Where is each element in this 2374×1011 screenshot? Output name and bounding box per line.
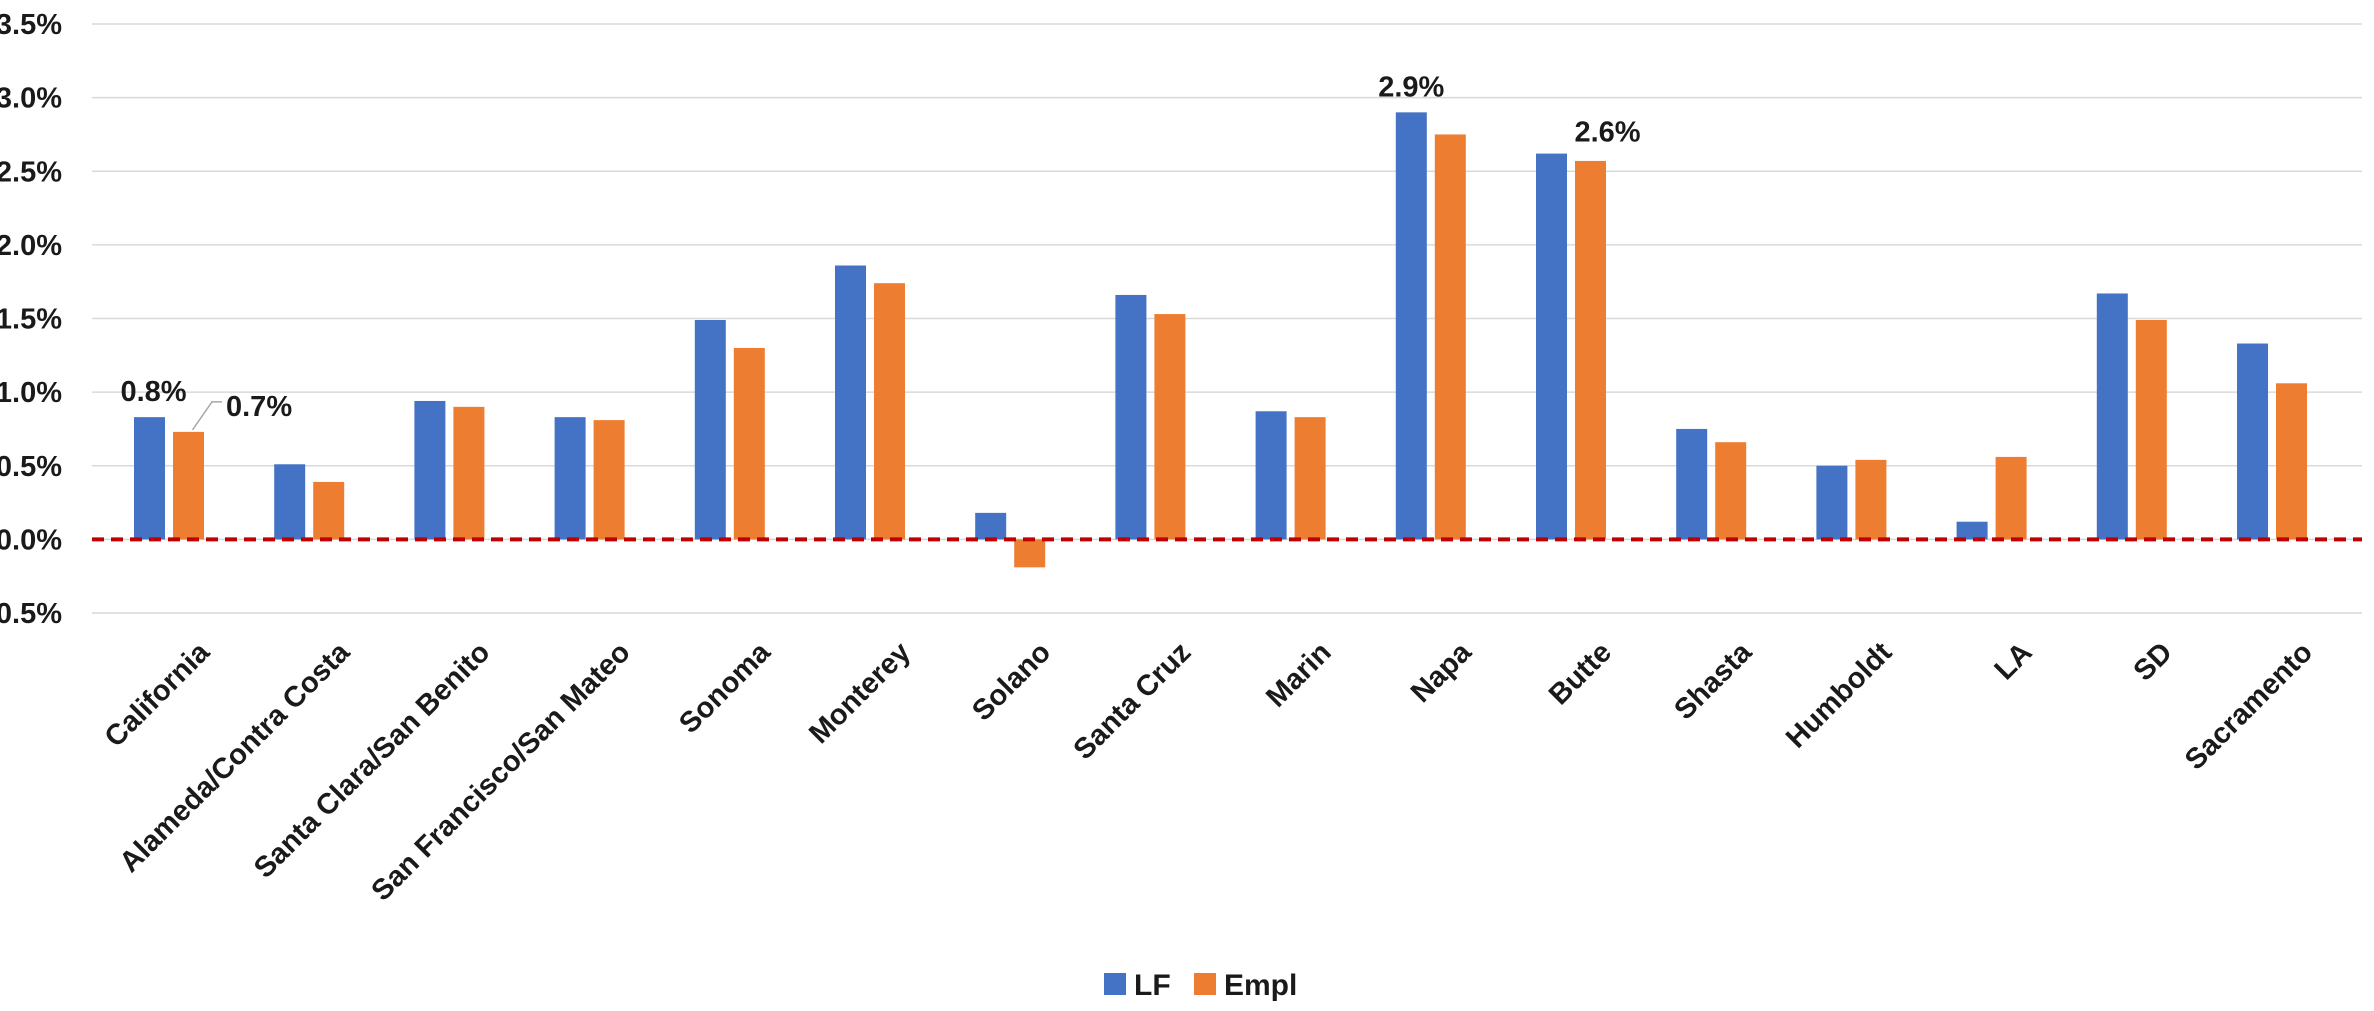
legend-swatch-lf [1104, 973, 1126, 995]
x-category-label: Butte [1543, 636, 1618, 711]
data-label-leader-line [191, 401, 222, 431]
x-category-label: LA [1989, 636, 2039, 686]
bar-lf [1255, 411, 1287, 540]
y-tick-label: 2.0% [0, 230, 62, 262]
x-category-label: Sacramento [2179, 636, 2319, 776]
bar-empl [593, 420, 625, 540]
bar-lf [975, 512, 1007, 540]
x-category-label: Solano [966, 636, 1057, 727]
legend-label-lf: LF [1134, 969, 1171, 1002]
x-category-label: Napa [1405, 636, 1478, 709]
bar-empl [1575, 160, 1606, 540]
bar-lf [414, 400, 446, 540]
bar-empl [1995, 456, 2027, 540]
y-tick-label: 3.5% [0, 9, 62, 41]
x-category-label: Monterey [803, 636, 917, 750]
y-tick-label: -0.5% [0, 598, 62, 630]
legend: LF Empl [1104, 969, 1297, 1002]
bar-empl [2276, 383, 2307, 540]
bar-empl [2135, 319, 2167, 540]
bar-lf [274, 464, 306, 540]
bar-lf [2237, 343, 2268, 540]
bar-lf [554, 417, 586, 540]
data-label: 0.8% [120, 376, 186, 408]
x-category-label: Humboldt [1780, 636, 1899, 755]
x-category-label: Shasta [1668, 636, 1758, 726]
y-tick-label: 0.0% [0, 524, 62, 556]
x-category-label: Alameda/Contra Costa [114, 636, 357, 879]
bar-empl [1014, 539, 1046, 568]
bar-lf [1115, 294, 1147, 540]
bar-empl [733, 347, 765, 540]
bar-lf [1395, 112, 1427, 540]
bar-lf [1536, 153, 1567, 540]
x-category-label: Marin [1260, 636, 1337, 713]
bar-empl [1715, 442, 1747, 540]
x-category-label: SD [2128, 636, 2179, 687]
y-tick-label: 1.5% [0, 304, 62, 336]
x-category-label: California [99, 636, 217, 754]
data-label: 0.7% [226, 391, 292, 423]
bar-lf [835, 265, 866, 540]
bar-empl [1294, 417, 1326, 540]
y-axis-ticks: -0.5% 0.0% 0.5% 1.0% 1.5% 2.0% 2.5% 3.0% 3.5% [0, 9, 62, 630]
bars [134, 112, 2307, 568]
y-tick-label: 3.0% [0, 83, 62, 115]
bar-lf [694, 319, 726, 540]
bar-empl [453, 406, 485, 540]
bar-empl [1855, 459, 1887, 540]
legend-label-empl: Empl [1224, 969, 1297, 1002]
bar-lf [134, 417, 165, 540]
y-tick-label: 1.0% [0, 377, 62, 409]
bar-empl [313, 481, 345, 540]
y-tick-label: 0.5% [0, 451, 62, 483]
bar-empl [1434, 134, 1466, 540]
bar-lf [1956, 521, 1988, 540]
data-label: 2.9% [1378, 71, 1444, 103]
x-category-label: Santa Clara/San Benito [248, 636, 496, 884]
x-category-label: Santa Cruz [1068, 636, 1198, 766]
data-label: 2.6% [1574, 117, 1640, 149]
legend-swatch-empl [1194, 973, 1216, 995]
bar-empl [874, 283, 905, 540]
data-labels: 0.8% 0.7% 2.9% 2.6% [120, 71, 1641, 431]
bar-empl [173, 431, 204, 540]
x-category-label: Sonoma [673, 636, 777, 740]
x-category-label: San Francisco/San Mateo [365, 636, 636, 907]
bar-lf [1676, 428, 1708, 540]
bar-lf [2096, 293, 2128, 540]
y-tick-label: 2.5% [0, 156, 62, 188]
bar-lf [1816, 465, 1848, 540]
bar-empl [1154, 314, 1186, 540]
